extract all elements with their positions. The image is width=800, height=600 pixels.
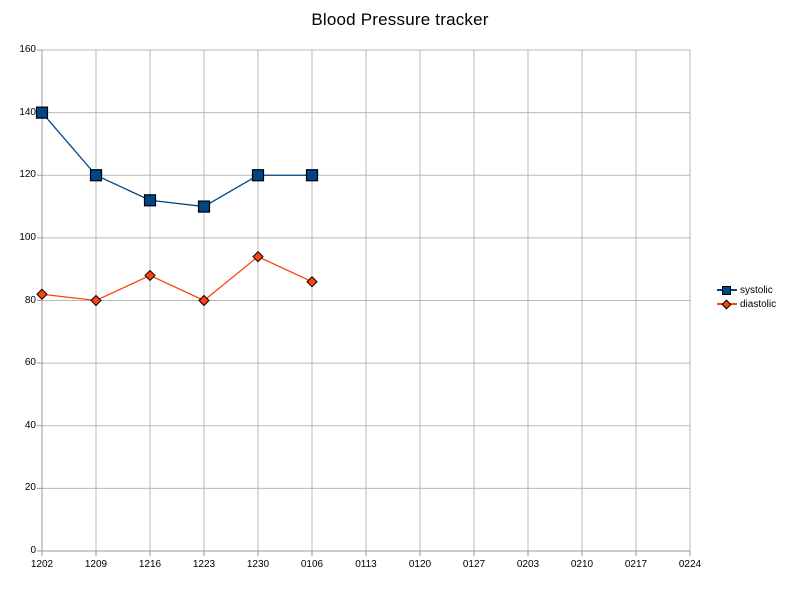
legend: systolic diastolic: [717, 283, 776, 311]
data-point-marker-diastolic: [306, 276, 318, 288]
legend-item-systolic: systolic: [717, 283, 776, 297]
legend-label: systolic: [740, 284, 773, 296]
y-axis-tick-label: 20: [24, 482, 36, 494]
data-point-marker-systolic: [143, 194, 157, 207]
x-axis-tick-label: 1202: [30, 559, 54, 570]
legend-marker-shape: [722, 286, 731, 295]
y-axis-tick-label: 0: [30, 545, 36, 556]
x-axis-tick-label: 0224: [678, 559, 702, 570]
data-point-marker-systolic: [35, 106, 49, 119]
data-point-marker-diastolic: [252, 250, 264, 263]
data-point-marker-systolic: [89, 169, 103, 182]
legend-marker-shape: [721, 299, 732, 310]
x-axis-tick-label: 1209: [84, 559, 108, 570]
x-axis-tick-label: 0210: [570, 559, 594, 570]
x-axis-tick-label: 0106: [300, 559, 324, 570]
y-axis-tick-label: 160: [19, 44, 36, 55]
y-axis-tick-label: 120: [19, 169, 36, 181]
y-axis-tick-label: 80: [24, 294, 36, 306]
x-axis-tick-label: 0127: [462, 559, 486, 570]
chart-title: Blood Pressure tracker: [311, 10, 489, 29]
y-axis-tick-label: 140: [19, 106, 36, 118]
data-point-marker-diastolic: [198, 294, 210, 307]
x-axis-tick-label: 1230: [246, 559, 270, 570]
y-axis-tick-label: 100: [19, 231, 36, 243]
data-point-marker-systolic: [251, 169, 265, 182]
x-axis-tick-label: 0113: [355, 559, 377, 570]
y-axis-tick-label: 60: [24, 357, 36, 369]
data-point-marker-systolic: [305, 169, 319, 182]
series-line-systolic: [41, 112, 312, 208]
x-axis-tick-label: 1216: [138, 559, 162, 570]
square-marker-icon: [717, 285, 737, 295]
legend-item-diastolic: diastolic: [717, 297, 776, 311]
data-point-marker-systolic: [197, 200, 211, 213]
data-point-marker-diastolic: [36, 288, 48, 300]
x-axis-tick-label: 1223: [192, 559, 216, 570]
legend-label: diastolic: [740, 298, 777, 310]
data-point-marker-diastolic: [90, 294, 102, 307]
y-axis-tick-label: 40: [24, 419, 36, 431]
x-axis-tick-label: 0217: [624, 559, 648, 570]
x-axis-tick-label: 0120: [408, 559, 432, 570]
data-point-marker-diastolic: [144, 269, 156, 282]
x-axis-tick-label: 0203: [516, 559, 540, 570]
diamond-marker-icon: [717, 299, 737, 310]
series-line-diastolic: [41, 255, 313, 302]
